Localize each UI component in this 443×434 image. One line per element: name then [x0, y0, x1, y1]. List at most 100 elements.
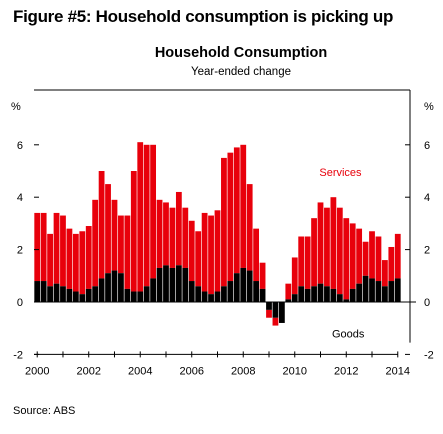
bar-services [214, 210, 221, 292]
bar-services [111, 199, 118, 271]
bar-goods [143, 286, 150, 302]
bar-goods [201, 291, 208, 302]
bar-services [188, 220, 195, 282]
bar-services [330, 197, 337, 289]
bar-services [118, 215, 124, 274]
bar-services [175, 191, 182, 266]
bar-goods [381, 286, 388, 302]
bar-goods [343, 299, 350, 302]
y-tick-label-left: 0 [17, 297, 23, 309]
bar-goods [317, 283, 324, 302]
bar-services [259, 262, 266, 289]
bar-services [169, 207, 176, 268]
bar-services [266, 309, 272, 318]
bar-goods [240, 267, 247, 302]
bar-goods [85, 288, 92, 302]
x-tick-label: 2014 [386, 365, 410, 377]
bar-goods [169, 267, 176, 302]
bar-services [156, 199, 163, 268]
bar-goods [208, 294, 214, 302]
bar-goods [285, 299, 292, 302]
bar-goods [246, 270, 253, 302]
bar-goods [324, 286, 330, 302]
bar-services [381, 260, 388, 287]
y-tick-label-left: 4 [17, 192, 23, 204]
bar-services [208, 215, 214, 295]
bar-services [272, 317, 279, 326]
bar-goods [182, 267, 189, 302]
y-tick-label-right: 0 [424, 297, 430, 309]
figure-title: Figure #5: Household consumption is pick… [13, 7, 394, 26]
bar-goods [253, 281, 260, 302]
annotation-goods: Goods [332, 328, 365, 340]
bar-services [92, 199, 99, 287]
bar-goods [72, 291, 79, 302]
y-tick-label-left: 2 [17, 245, 23, 257]
bar-services [343, 218, 350, 300]
bar-goods [92, 286, 99, 302]
y-tick-label-right: 6 [424, 140, 430, 152]
bar-services [72, 233, 79, 292]
x-axis-ticks: 2000 2002 2004 2006 2008 2010 2012 2014 [25, 351, 410, 377]
y-axis-ticks: -2 -2 0 0 2 2 4 4 6 6 [13, 140, 434, 362]
y-tick-label-right: -2 [424, 349, 434, 361]
bar-services [349, 223, 356, 289]
bar-services [47, 233, 53, 287]
bar-services [66, 228, 73, 289]
bar-services [233, 147, 240, 274]
bar-services [311, 218, 317, 287]
bar-services [53, 212, 60, 284]
y-tick-label-right: 4 [424, 192, 430, 204]
bar-goods [47, 286, 53, 302]
bar-services [60, 215, 66, 287]
bar-services [375, 236, 382, 282]
chart-annotations: Services Goods [319, 167, 365, 340]
x-tick-label: 2006 [179, 365, 203, 377]
bars-group [34, 142, 401, 326]
bar-services [304, 236, 311, 289]
bar-goods [369, 278, 375, 302]
bar-goods [105, 273, 111, 302]
bar-goods [60, 286, 66, 302]
bar-services [298, 236, 305, 287]
x-tick-label: 2008 [231, 365, 255, 377]
bar-goods [336, 294, 343, 302]
bar-goods [304, 288, 311, 302]
bar-goods [221, 286, 227, 302]
bar-services [105, 184, 111, 274]
bar-services [240, 144, 247, 268]
bar-goods [272, 302, 279, 318]
bar-goods [130, 291, 137, 302]
chart-frame [34, 89, 416, 355]
bar-goods [150, 278, 157, 302]
bar-services [137, 142, 144, 292]
chart-title: Household Consumption [155, 45, 327, 61]
bar-services [40, 212, 47, 282]
bar-services [227, 152, 234, 282]
source-note: Source: ABS [13, 405, 76, 417]
bar-goods [53, 283, 60, 302]
bar-services [79, 231, 86, 295]
bar-goods [394, 278, 401, 302]
bar-services [285, 283, 292, 300]
x-tick-label: 2012 [334, 365, 358, 377]
bar-goods [388, 281, 395, 302]
bar-goods [195, 286, 202, 302]
bar-goods [40, 281, 47, 302]
bar-services [130, 171, 137, 292]
bar-services [124, 215, 131, 289]
bar-services [356, 228, 363, 284]
x-tick-label: 2004 [128, 365, 152, 377]
bar-goods [156, 267, 163, 302]
bar-services [143, 144, 150, 287]
bar-goods [118, 273, 124, 302]
bar-services [362, 241, 369, 276]
bar-services [388, 246, 395, 282]
bar-services [201, 212, 208, 292]
bar-goods [111, 270, 118, 302]
bar-services [336, 207, 343, 295]
bar-goods [266, 302, 272, 310]
bar-services [85, 226, 92, 289]
bar-goods [175, 265, 182, 302]
